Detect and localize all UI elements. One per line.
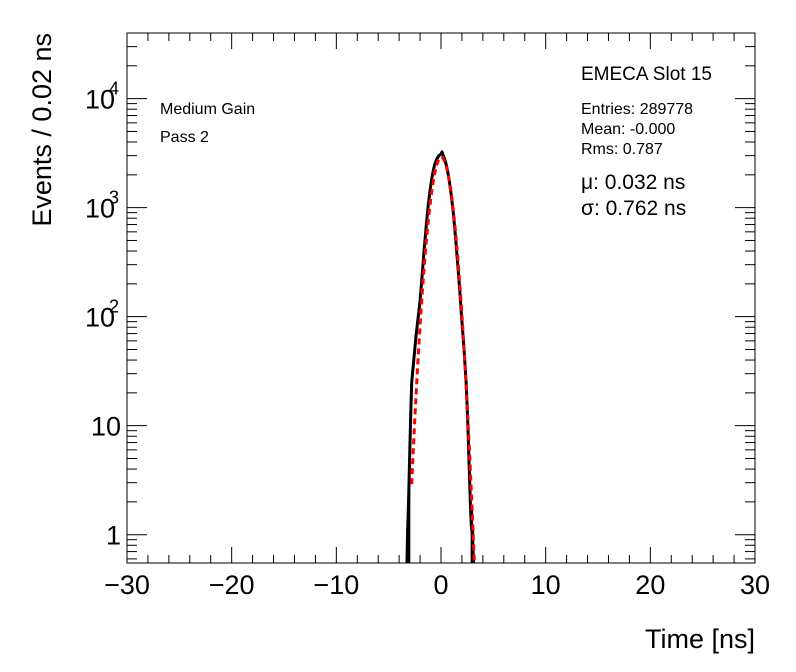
y-tick-label-exponent: 2: [109, 297, 119, 317]
y-tick-label: 10: [91, 412, 121, 442]
x-tick-label: 0: [433, 570, 448, 600]
gaussian-fit-curve: [410, 155, 476, 564]
x-tick-label: −10: [313, 570, 359, 600]
x-tick-label: 20: [635, 570, 665, 600]
x-tick-label: 30: [740, 570, 770, 600]
fit-sigma-label: σ: 0.762 ns: [581, 197, 686, 220]
stats-entries: Entries: 289778: [581, 101, 693, 118]
x-tick-labels: −30 −20 −10 0 10 20 30: [104, 570, 770, 600]
data-histogram-line: [405, 150, 475, 564]
plot-area: [405, 150, 476, 564]
y-tick-label: 10: [85, 85, 115, 115]
gain-label: Medium Gain: [160, 101, 255, 118]
stats-mean: Mean: -0.000: [581, 121, 675, 138]
y-tick-label: 10: [85, 194, 115, 224]
x-tick-label: 10: [531, 570, 561, 600]
x-tick-label: −20: [209, 570, 255, 600]
y-tick-label-exponent: 4: [109, 79, 119, 99]
pass-label: Pass 2: [160, 129, 209, 146]
fit-mu-label: μ: 0.032 ns: [581, 171, 685, 194]
x-tick-label: −30: [104, 570, 150, 600]
y-tick-label-exponent: 3: [109, 188, 119, 208]
y-tick-label: 1: [106, 521, 121, 551]
x-axis-title: Time [ns]: [645, 624, 755, 654]
y-tick-label: 10: [85, 303, 115, 333]
stats-rms: Rms: 0.787: [581, 141, 663, 158]
y-axis-title: Events / 0.02 ns: [27, 33, 57, 227]
axis-ticks: [126, 32, 756, 563]
chart-title: EMECA Slot 15: [581, 64, 712, 85]
